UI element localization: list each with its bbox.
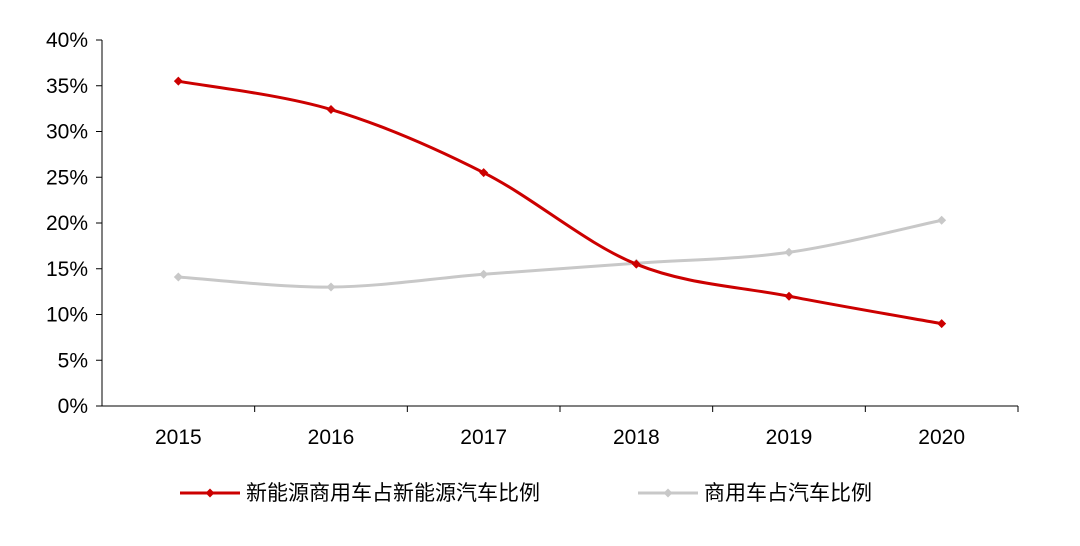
y-tick-label: 40% [46,29,88,52]
data-point [784,291,794,301]
data-point [173,272,183,282]
x-tick-label: 2017 [460,426,507,449]
series-line [176,79,944,326]
x-tick-label: 2018 [613,426,660,449]
y-tick-label: 25% [46,166,88,189]
legend-swatch-marker [205,488,215,498]
legend-label: 商用车占汽车比例 [704,481,872,505]
y-tick-label: 0% [58,395,88,418]
axes-layer: 0% 5% 10% 15% 20% 25% 30% 35% 40% 2015 2016 2017 201… [46,29,1019,449]
legend-swatch-marker [663,488,673,498]
legend-item: 商用车占汽车比例 [638,481,872,505]
legend-item: 新能源商用车占新能源汽车比例 [180,481,540,505]
y-tick-label: 30% [46,121,88,144]
x-tick-label: 2015 [155,426,202,449]
series-1 [173,215,947,292]
y-tick-label: 15% [46,258,88,281]
data-point [326,105,336,115]
data-point [173,76,183,86]
data-point [326,282,336,292]
series-layer [173,76,947,329]
legend: 新能源商用车占新能源汽车比例 商用车占汽车比例 [180,481,872,505]
data-point [937,319,947,329]
series-line [176,218,944,289]
y-tick-label: 10% [46,304,88,327]
y-tick-label: 5% [58,349,88,372]
series-0 [173,76,947,329]
y-tick-label: 20% [46,212,88,235]
y-tick-label: 35% [46,75,88,98]
legend-label: 新能源商用车占新能源汽车比例 [246,481,540,505]
data-point [479,168,489,178]
data-point [479,269,489,279]
x-tick-label: 2019 [766,426,813,449]
x-tick-label: 2020 [918,426,965,449]
data-point [631,259,641,269]
x-tick-label: 2016 [308,426,355,449]
data-point [937,215,947,225]
data-point [784,247,794,257]
